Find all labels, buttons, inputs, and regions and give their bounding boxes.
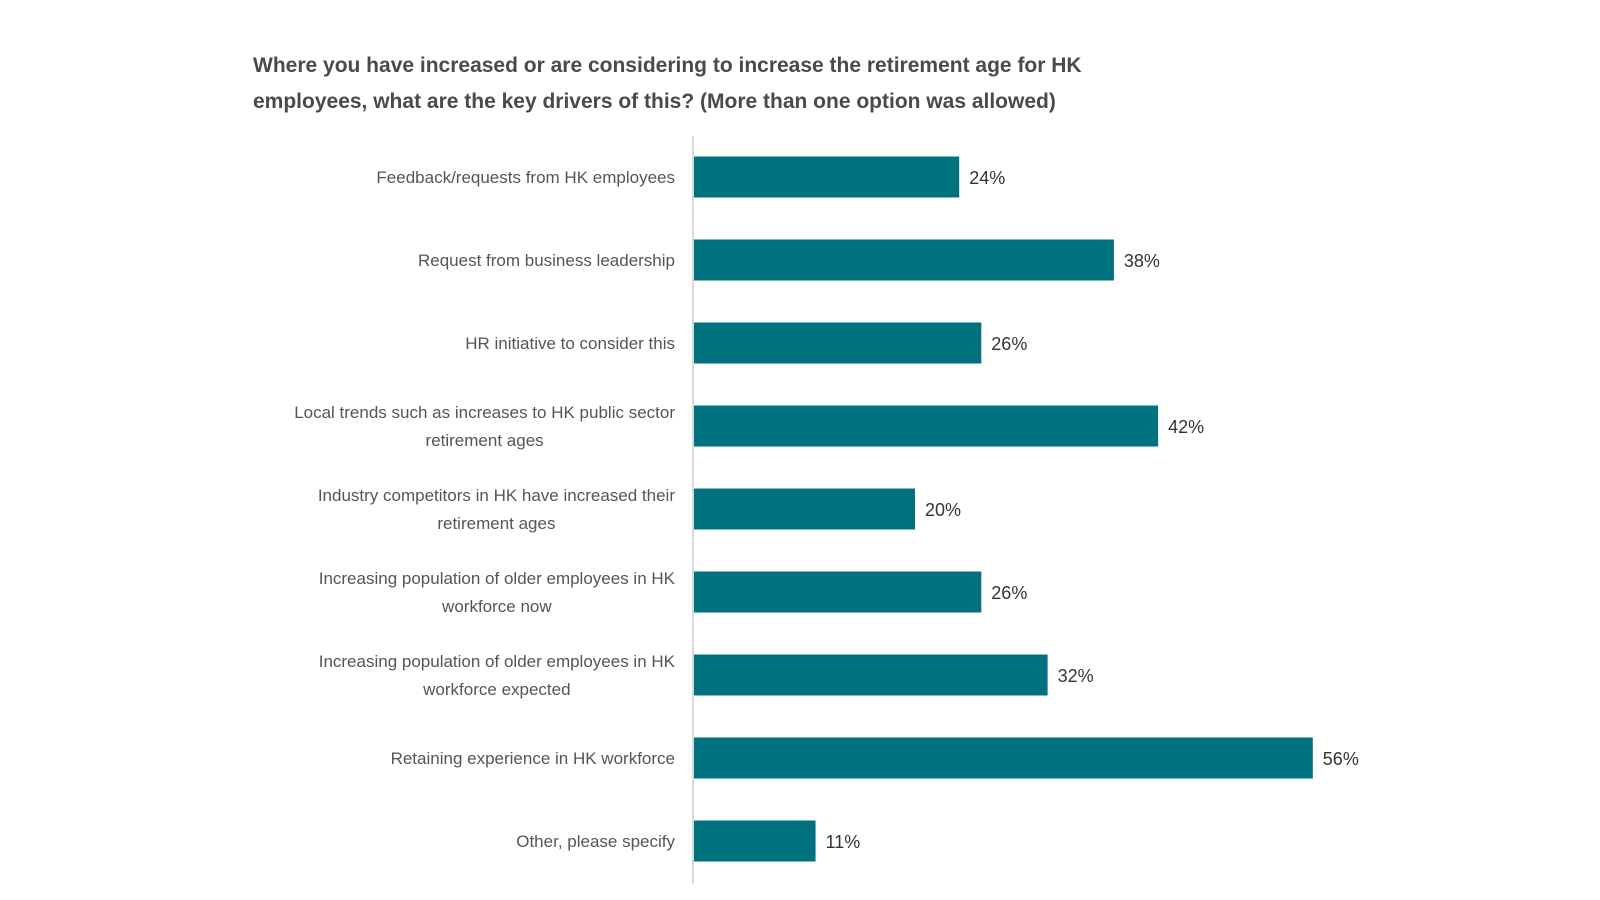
- value-label-3: 26%: [991, 334, 1027, 354]
- value-label-2: 38%: [1124, 251, 1160, 271]
- category-label-5: Industry competitors in HK have increase…: [318, 486, 676, 533]
- category-label-1: Feedback/requests from HK employees: [376, 168, 675, 187]
- category-label-4-line-2: retirement ages: [426, 431, 544, 450]
- category-label-8: Retaining experience in HK workforce: [391, 749, 675, 768]
- bar-1: [694, 156, 960, 198]
- value-labels: 24% 38% 26% 42% 20% 26% 32% 56% 11%: [826, 168, 1359, 852]
- category-label-5-line-2: retirement ages: [437, 514, 555, 533]
- chart-title: Where you have increased or are consider…: [253, 54, 1082, 113]
- category-label-3: HR initiative to consider this: [465, 334, 675, 353]
- category-label-6-line-2: workforce now: [441, 597, 552, 616]
- category-label-4-line-1: Local trends such as increases to HK pub…: [294, 403, 675, 422]
- bars: [694, 156, 1313, 862]
- category-label-6: Increasing population of older employees…: [319, 569, 676, 616]
- category-label-7-line-2: workforce expected: [422, 680, 570, 699]
- category-label-6-line-1: Increasing population of older employees…: [319, 569, 676, 588]
- value-label-9: 11%: [826, 832, 861, 852]
- value-label-1: 24%: [969, 168, 1005, 188]
- category-labels: Feedback/requests from HK employees Reque…: [294, 168, 675, 851]
- category-label-7-line-1: Increasing population of older employees…: [319, 652, 676, 671]
- value-label-8: 56%: [1323, 749, 1359, 769]
- bar-9: [694, 820, 816, 862]
- category-label-5-line-1: Industry competitors in HK have increase…: [318, 486, 676, 505]
- value-label-4: 42%: [1168, 417, 1204, 437]
- category-label-9: Other, please specify: [516, 832, 675, 851]
- category-label-4: Local trends such as increases to HK pub…: [294, 403, 675, 450]
- bar-6: [694, 571, 982, 613]
- value-label-7: 32%: [1058, 666, 1094, 686]
- bar-5: [694, 488, 915, 530]
- category-label-2: Request from business leadership: [418, 251, 675, 270]
- bar-2: [694, 239, 1114, 281]
- value-label-5: 20%: [925, 500, 961, 520]
- bar-7: [694, 654, 1048, 696]
- bar-8: [694, 737, 1313, 779]
- bar-3: [694, 322, 982, 364]
- category-label-7: Increasing population of older employees…: [319, 652, 676, 699]
- bar-4: [694, 405, 1159, 447]
- value-label-6: 26%: [991, 583, 1027, 603]
